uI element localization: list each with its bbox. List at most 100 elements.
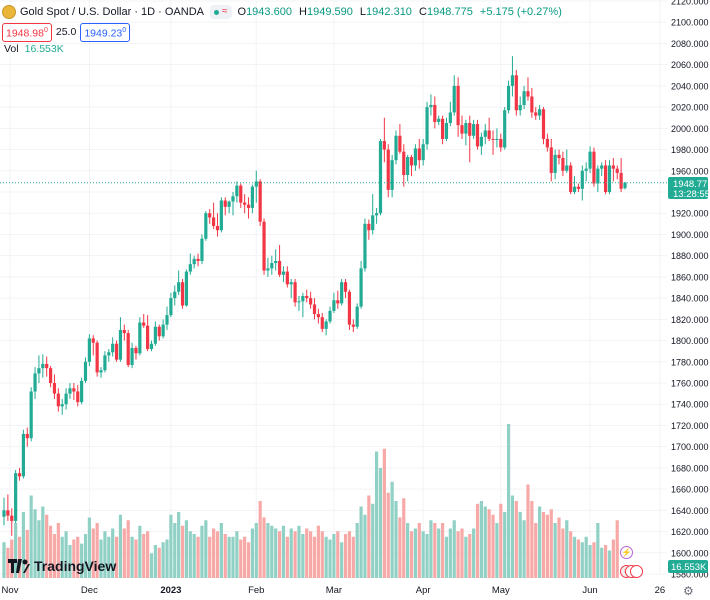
volume-bar (107, 536, 111, 578)
candle-body (394, 135, 398, 161)
candle-body (576, 186, 581, 189)
candle-body (169, 298, 173, 316)
candle-body (429, 104, 433, 108)
candle-body (180, 282, 185, 306)
candle-body (565, 165, 569, 171)
volume-bar (359, 506, 363, 578)
market-status-pill[interactable]: ≈ (210, 5, 232, 19)
volume-bar (52, 534, 57, 578)
ohlc-values: O1943.600 H1949.590 L1942.310 C1948.775 … (238, 6, 562, 18)
volume-legend[interactable]: Vol 16.553K (4, 43, 64, 55)
volume-bar (394, 501, 398, 578)
candle-body (456, 85, 460, 126)
volume-bar (80, 543, 84, 578)
candle-body (487, 130, 491, 139)
candle-body (17, 473, 22, 477)
candle-body (138, 322, 142, 354)
volume-bar (14, 523, 18, 578)
volume-bar (538, 506, 542, 578)
candle-body (406, 156, 410, 176)
time-tick-label: Nov (2, 585, 19, 596)
sell-price-button[interactable]: 1948.980 (2, 23, 52, 42)
volume-bar (328, 539, 332, 578)
sell-price-sup: 0 (43, 27, 48, 34)
volume-bar (433, 523, 437, 578)
symbol-title[interactable]: Gold Spot / U.S. Dollar · 1D · OANDA (20, 6, 204, 18)
candle-body (293, 282, 297, 303)
candle-body (417, 148, 421, 161)
buy-price: 1949.23 (84, 27, 123, 40)
volume-bar (122, 528, 126, 578)
candle-body (250, 186, 254, 208)
candle-body (378, 141, 383, 214)
buy-price-button[interactable]: 1949.230 (80, 23, 131, 42)
price-tick-label: 1820.000 (671, 315, 709, 325)
price-tick-label: 1640.000 (671, 506, 709, 516)
candle-body (526, 91, 530, 97)
volume-bar (448, 528, 452, 578)
tradingview-logo[interactable]: TradingView (8, 558, 116, 574)
volume-bar (390, 481, 394, 578)
symbol-legend[interactable]: Gold Spot / U.S. Dollar · 1D · OANDA ≈ O… (0, 4, 562, 20)
candle-body (146, 325, 150, 350)
candle-body (235, 185, 239, 197)
tradingview-logo-icon (8, 559, 30, 573)
price-tick-label: 1700.000 (671, 442, 709, 452)
volume-bar (118, 514, 123, 578)
volume-bar (371, 503, 375, 578)
market-open-dot-icon (214, 9, 219, 15)
candle-body (495, 138, 499, 141)
candle-body (561, 158, 565, 171)
volume-bar (277, 531, 282, 578)
volume-bar (211, 528, 216, 578)
volume-bar (177, 512, 181, 578)
candle-body (223, 200, 227, 207)
candle-body (103, 355, 107, 371)
volume-bar (522, 520, 526, 578)
price-axis[interactable]: 2120.000 2100.000 2080.000 2060.000 2040.000… (667, 0, 710, 600)
volume-bar (460, 528, 464, 578)
candle-body (584, 168, 588, 171)
volume-bar (250, 528, 254, 578)
candle-body (316, 314, 320, 318)
gold-coin-icon (2, 5, 16, 19)
volume-bar (266, 523, 270, 578)
candle-body (45, 363, 49, 369)
volume-bar (425, 534, 429, 578)
volume-bar (506, 424, 511, 578)
event-icon-3[interactable] (630, 565, 643, 578)
candle-body (483, 130, 487, 137)
volume-bar (21, 512, 26, 578)
volume-bar (227, 536, 231, 578)
volume-bar (103, 531, 107, 578)
gear-icon[interactable]: ⚙ (683, 584, 694, 598)
volume-bar (37, 520, 41, 578)
candle-body (592, 151, 596, 184)
candle-body (433, 104, 437, 122)
price-tick-label: 1900.000 (671, 230, 709, 240)
candle-body (464, 123, 468, 134)
candle-body (157, 326, 161, 337)
price-tick-label: 2040.000 (671, 81, 709, 91)
lightning-icon[interactable]: ⚡ (620, 546, 633, 559)
volume-bar (437, 528, 441, 578)
volume-bar (157, 547, 161, 578)
price-tick-label: 2060.000 (671, 60, 709, 70)
time-axis[interactable]: Nov Dec 2023 Feb Mar Apr May Jun 26 (2, 585, 666, 596)
volume-bar (355, 523, 359, 578)
volume-bar (603, 545, 608, 578)
candle-body (607, 165, 612, 192)
volume-bar (580, 542, 584, 578)
price-tick-label: 1880.000 (671, 251, 709, 261)
volume-bar (491, 514, 495, 578)
candle-body (239, 185, 243, 203)
time-tick-label: 2023 (160, 585, 181, 596)
volume-bar (382, 448, 386, 578)
price-tick-label: 1780.000 (671, 357, 709, 367)
candle-body (386, 149, 390, 190)
candle-body (165, 315, 169, 325)
candle-body (2, 510, 6, 517)
volume-bar (367, 495, 371, 578)
volume-bar (293, 531, 297, 578)
